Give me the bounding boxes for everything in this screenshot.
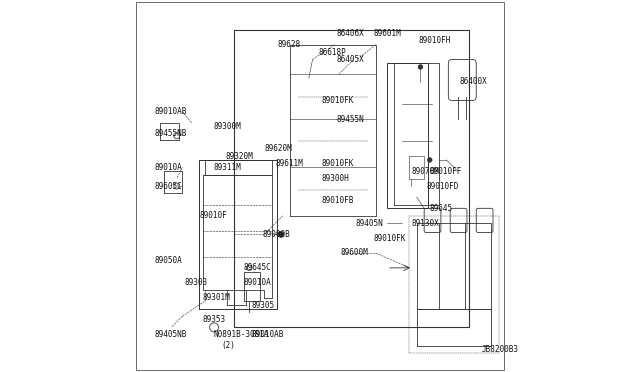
Text: 89010FK: 89010FK bbox=[322, 159, 354, 168]
Text: 86618P: 86618P bbox=[318, 48, 346, 57]
Bar bbox=[410, 156, 424, 179]
Text: 86405X: 86405X bbox=[337, 55, 365, 64]
Text: 89303: 89303 bbox=[184, 278, 207, 287]
Text: 89628: 89628 bbox=[277, 40, 300, 49]
Text: 89300M: 89300M bbox=[214, 122, 242, 131]
Text: 89050A: 89050A bbox=[154, 256, 182, 265]
Text: 89070M: 89070M bbox=[411, 167, 439, 176]
Text: 86406X: 86406X bbox=[337, 29, 365, 38]
Text: 89353: 89353 bbox=[203, 315, 226, 324]
Text: 89605C: 89605C bbox=[154, 182, 182, 190]
Text: 89010A: 89010A bbox=[154, 163, 182, 172]
Text: 89645: 89645 bbox=[429, 204, 453, 213]
Text: 89645C: 89645C bbox=[244, 263, 271, 272]
Text: 89300H: 89300H bbox=[322, 174, 349, 183]
Text: JB8200B3: JB8200B3 bbox=[482, 345, 519, 354]
Text: 86400X: 86400X bbox=[460, 77, 487, 86]
Text: 89301M: 89301M bbox=[203, 293, 230, 302]
Text: N0891B-3081A: N0891B-3081A bbox=[214, 330, 269, 339]
Text: 89405NB: 89405NB bbox=[154, 330, 187, 339]
Text: 89010A: 89010A bbox=[244, 278, 271, 287]
Text: 89010AB: 89010AB bbox=[154, 107, 187, 116]
Bar bbox=[234, 30, 468, 327]
Text: 89010FK: 89010FK bbox=[374, 234, 406, 243]
Text: 89010FH: 89010FH bbox=[419, 36, 451, 45]
Text: 89600M: 89600M bbox=[340, 248, 368, 257]
Circle shape bbox=[278, 231, 284, 237]
Text: 89620M: 89620M bbox=[264, 144, 292, 153]
Text: 89010FB: 89010FB bbox=[322, 196, 354, 205]
Text: 89010FK: 89010FK bbox=[322, 96, 354, 105]
Text: 89130X: 89130X bbox=[411, 219, 439, 228]
Text: 89305: 89305 bbox=[251, 301, 275, 310]
Bar bbox=[199, 160, 277, 309]
Text: 89311M: 89311M bbox=[214, 163, 242, 172]
Text: 89000B: 89000B bbox=[262, 230, 290, 239]
Bar bbox=[387, 63, 428, 208]
Text: (2): (2) bbox=[221, 341, 236, 350]
Text: 89455NB: 89455NB bbox=[154, 129, 187, 138]
Text: 89320M: 89320M bbox=[225, 152, 253, 161]
Text: 89405N: 89405N bbox=[355, 219, 383, 228]
Text: 89010AB: 89010AB bbox=[251, 330, 284, 339]
Text: 89010FF: 89010FF bbox=[429, 167, 462, 176]
Text: 89601M: 89601M bbox=[374, 29, 402, 38]
Text: 89010F: 89010F bbox=[199, 211, 227, 220]
Text: 89455N: 89455N bbox=[337, 115, 365, 124]
Text: 89611M: 89611M bbox=[275, 159, 303, 168]
Circle shape bbox=[428, 158, 432, 162]
Circle shape bbox=[418, 65, 422, 69]
Text: 89010FD: 89010FD bbox=[426, 182, 458, 190]
